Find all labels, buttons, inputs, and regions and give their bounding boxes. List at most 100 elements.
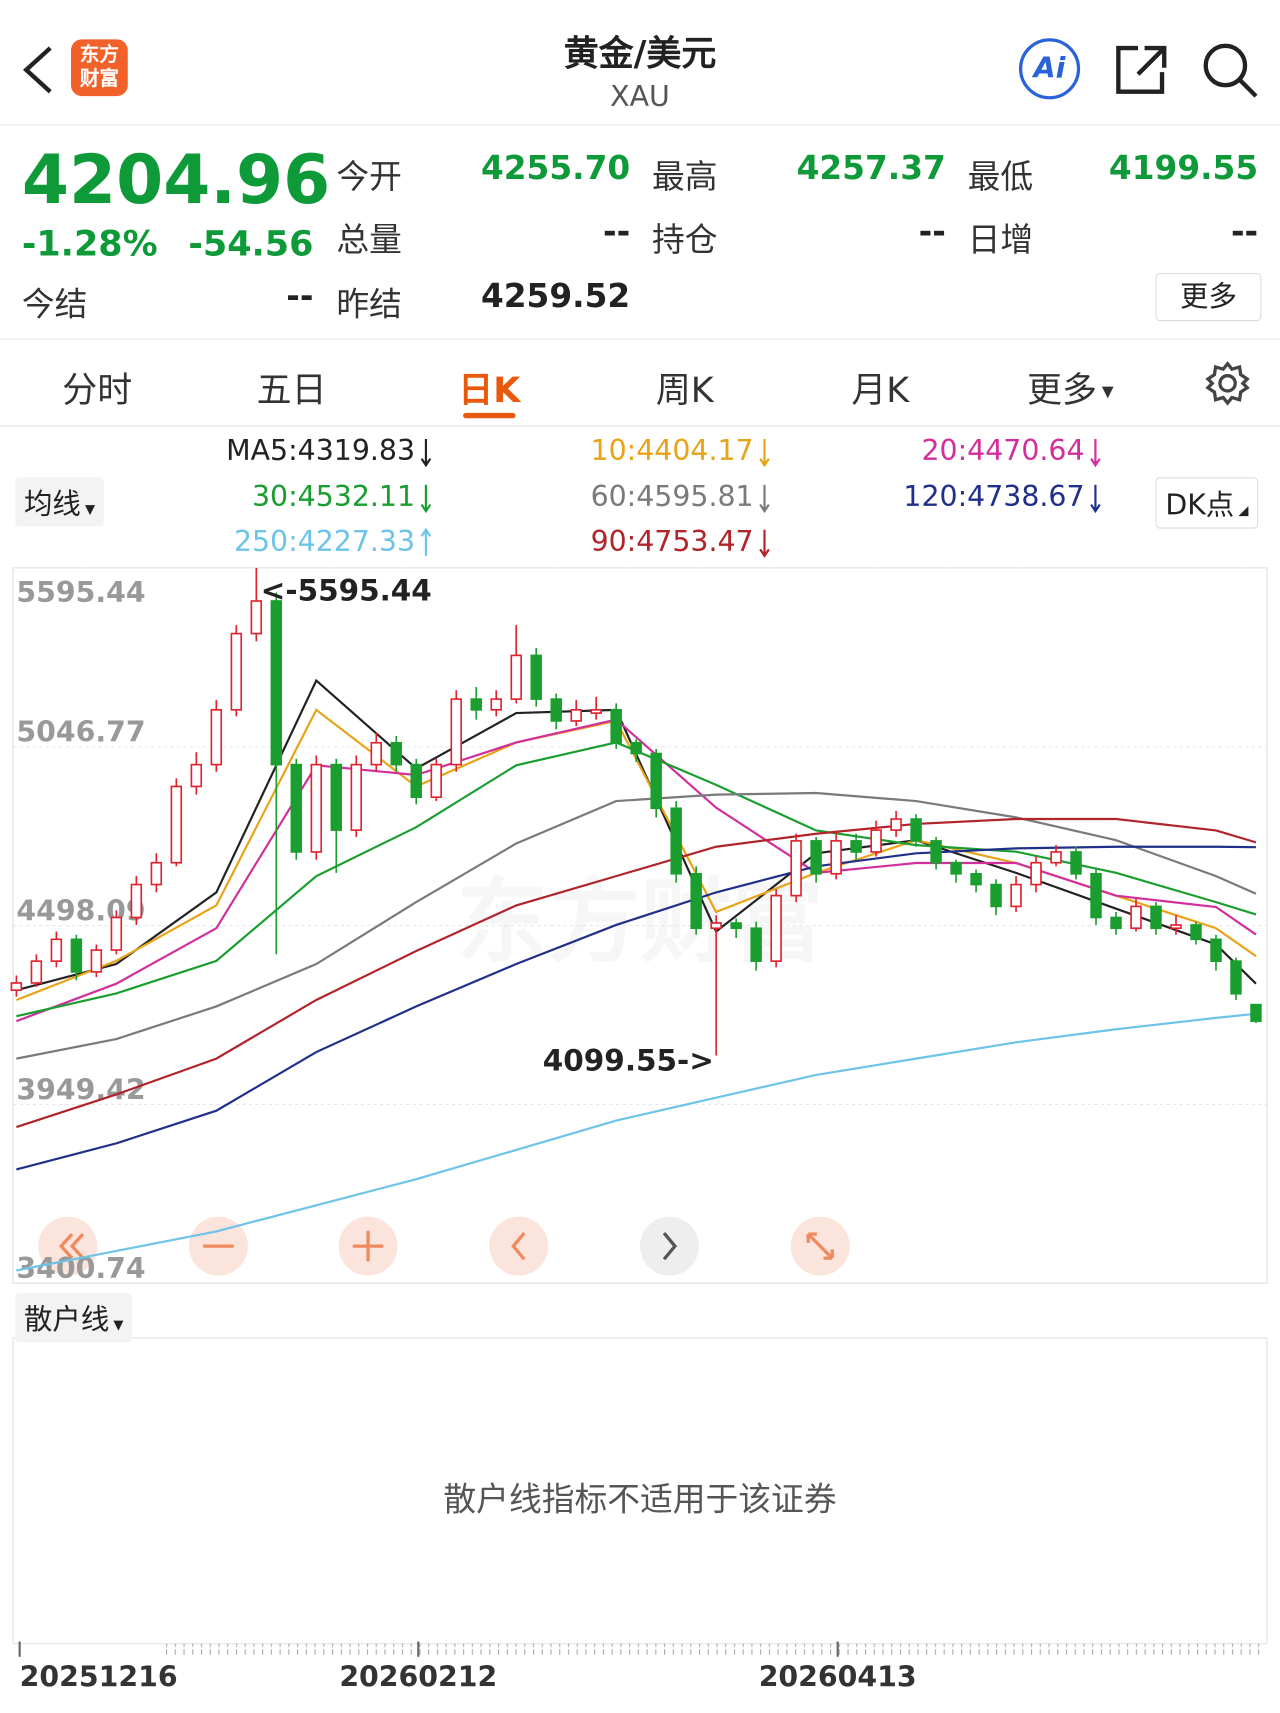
tab[interactable]: 日K: [458, 369, 521, 411]
candle-body: [510, 654, 522, 700]
candle-body: [1250, 1003, 1262, 1022]
back-button[interactable]: [20, 44, 57, 96]
last-price: 4204.96: [21, 139, 331, 220]
ma-value: 4227.33: [298, 525, 415, 558]
ma-direction: [759, 529, 770, 558]
candle-body: [750, 927, 762, 962]
candle-body: [1150, 905, 1162, 930]
settings-button[interactable]: [1205, 360, 1251, 406]
candle-body: [70, 938, 83, 973]
app-logo[interactable]: 东方 财富: [70, 39, 128, 97]
candle-body: [90, 949, 103, 973]
ma-label: 10:4404.17: [591, 434, 754, 467]
candle-body: [1210, 938, 1222, 962]
change: -54.56: [188, 222, 314, 265]
candle-body: [150, 861, 163, 886]
candle-body: [670, 807, 682, 875]
ma-button[interactable]: 均线 ▼: [15, 477, 104, 527]
field-value: --: [286, 277, 314, 316]
candle-body: [950, 861, 962, 875]
candle-body: [910, 818, 922, 842]
candle-body: [990, 883, 1002, 908]
candle-body: [530, 654, 542, 700]
ma-value: 4404.17: [636, 434, 753, 467]
candle-body: [190, 763, 203, 788]
zoom-button[interactable]: [38, 1216, 98, 1276]
y-tick-label: 5046.77: [16, 716, 145, 749]
icon: [352, 1230, 384, 1262]
share-button[interactable]: [1114, 44, 1169, 96]
ma-line: [16, 1012, 1257, 1272]
candle-body: [970, 872, 982, 886]
field-label: 日增: [967, 221, 1034, 260]
ma-name: 10:: [591, 434, 637, 467]
candle-body: [810, 840, 822, 875]
field-label: 最低: [967, 158, 1034, 197]
field-label: 持仓: [652, 221, 718, 260]
indicator-message: 散户线指标不适用于该证券: [443, 1480, 837, 1520]
ma-line: [16, 817, 1257, 1129]
ma-label: 60:4595.81: [591, 480, 754, 513]
ma-direction: [420, 527, 432, 556]
x-tick-label: 20251216: [20, 1661, 178, 1694]
candle-body: [390, 741, 402, 766]
tab[interactable]: 周K: [655, 369, 714, 411]
candle-body: [690, 872, 702, 930]
watermark: 东方财富: [457, 869, 824, 976]
logo-text: 财富: [79, 67, 120, 91]
candle-body: [450, 698, 462, 766]
indicator-button[interactable]: 散户线 ▼: [15, 1293, 133, 1343]
zoom-button[interactable]: [639, 1216, 699, 1276]
ma-name: 60:: [591, 480, 637, 513]
ma-label: 20:4470.64: [921, 434, 1084, 467]
candle-body: [1050, 851, 1062, 864]
more-button[interactable]: 更多: [1155, 273, 1262, 322]
field-value: 4257.37: [796, 149, 946, 188]
icon: [58, 1233, 85, 1260]
divider: [0, 424, 1280, 428]
ma-name: 30:: [252, 480, 298, 513]
ai-button[interactable]: Ai: [1018, 38, 1081, 100]
ma-value: 4595.81: [636, 480, 753, 513]
field-value: 4199.55: [1108, 149, 1259, 188]
y-tick-label: 5595.44: [16, 576, 145, 609]
tab[interactable]: 五日: [256, 369, 327, 411]
tab[interactable]: 更多 ▼: [1027, 369, 1114, 411]
ma-direction: [1090, 484, 1101, 514]
search-button[interactable]: [1201, 42, 1260, 101]
icon: [662, 1231, 678, 1261]
ma-value: 4738.67: [967, 480, 1084, 513]
candle-body: [1010, 883, 1022, 908]
candle-body: [290, 763, 303, 853]
candle-body: [230, 632, 243, 711]
symbol: XAU: [610, 80, 670, 114]
ma-value: 4532.11: [298, 480, 415, 513]
candle-body: [210, 709, 223, 766]
candle-body: [650, 752, 662, 810]
ma-name: 90:: [591, 525, 637, 558]
high-annotation: <-5595.44: [261, 573, 432, 607]
time-ruler: [163, 1643, 1262, 1655]
ma-name: 120:: [903, 480, 967, 513]
ma-direction: [420, 439, 432, 468]
icon: [806, 1232, 834, 1260]
y-tick-label: 4498.09: [16, 894, 145, 927]
ma-label: 30:4532.11: [252, 480, 415, 513]
candle-body: [830, 840, 842, 875]
ma-direction: [420, 484, 432, 514]
candle-body: [1130, 905, 1142, 930]
candle-body: [370, 741, 382, 766]
zoom-controls[interactable]: [38, 1216, 850, 1276]
candle-body: [730, 922, 742, 930]
dk-button[interactable]: DK点 ◢: [1155, 477, 1259, 529]
candle-body: [130, 883, 143, 919]
tab[interactable]: 月K: [851, 369, 910, 411]
candle-body: [850, 840, 862, 853]
zoom-button[interactable]: [489, 1216, 549, 1276]
ma-direction: [759, 484, 770, 514]
candle-body: [630, 741, 642, 755]
ma-line: [16, 791, 1257, 1060]
divider: [0, 338, 1280, 340]
tab[interactable]: 分时: [62, 369, 133, 411]
